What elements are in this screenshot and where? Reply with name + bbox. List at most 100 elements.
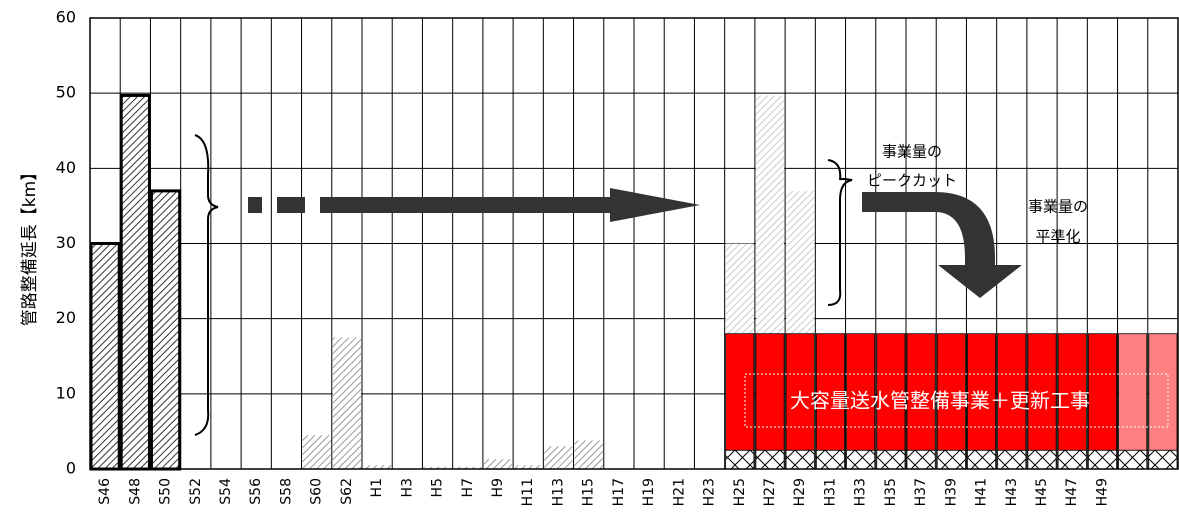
bar [725,333,755,451]
bar [755,449,785,470]
x-tick-label: S52 [188,478,204,505]
arrow-head [610,188,700,222]
x-tick-label: H33 [853,478,869,506]
bar [302,435,331,469]
bar [514,465,543,469]
y-tick-label: 30 [56,233,76,252]
x-tick-label: H47 [1064,478,1080,506]
annotation: 事業量の [882,143,942,161]
curved-arrow-head [938,265,1022,298]
x-tick-label: S60 [309,478,325,505]
bar [332,337,361,469]
bar [785,333,815,451]
y-tick-label: 60 [56,8,76,27]
bar [1057,333,1087,451]
bar [876,333,906,451]
y-tick-label: 20 [56,308,76,327]
x-tick-label: H13 [550,478,566,506]
x-tick-label: H41 [974,478,990,506]
x-tick-label: H15 [581,478,597,506]
x-tick-label: H19 [641,478,657,506]
x-tick-label: S50 [158,478,174,505]
bar [846,333,876,451]
x-tick-label: H25 [732,478,748,506]
annotation: 大容量送水管整備事業＋更新工事 [790,389,1090,413]
bar [89,242,121,471]
bar [483,459,513,469]
bar [1148,449,1178,470]
annotation: 平準化 [1035,228,1080,246]
bar [755,333,785,451]
bar [1057,449,1087,470]
x-tick-label: H49 [1094,478,1110,506]
annotation: ピークカット [867,172,957,190]
x-tick-label: H43 [1004,478,1020,506]
x-tick-label: S54 [218,478,234,505]
arrow-dash [248,197,262,213]
x-tick-label: H39 [943,478,959,506]
bar [815,449,845,470]
x-tick-label: H11 [520,478,536,506]
bar [1027,449,1057,470]
y-axis-label: 管路整備延長【km】 [20,164,40,326]
x-tick-label: H35 [883,478,899,506]
x-tick-label: H37 [913,478,929,506]
bar [149,189,182,471]
x-tick-label: H23 [702,478,718,506]
bar [453,466,482,469]
bar [1087,449,1117,470]
x-tick-label: H29 [792,478,808,506]
bar [785,449,815,470]
x-tick-label: H45 [1034,478,1050,506]
bar [1087,333,1117,451]
bar [725,449,755,470]
bar [1118,333,1148,451]
bar [876,449,906,470]
plot-frame [89,17,1179,470]
y-tick-label: 0 [66,459,76,478]
bar [1027,333,1057,451]
bar [815,333,845,451]
bar [997,449,1027,470]
x-tick-label: H21 [671,478,687,506]
bar [1118,449,1148,470]
y-tick-label: 50 [56,83,76,102]
bar [906,333,936,451]
y-tick-label: 40 [56,158,76,177]
bar [936,449,966,470]
x-tick-label: S46 [97,478,113,505]
x-tick-label: H7 [460,478,476,497]
x-tick-label: S56 [248,478,264,505]
x-tick-label: H5 [430,478,446,497]
bar [906,449,936,470]
x-tick-label: H27 [762,478,778,506]
bar [574,440,603,469]
annotation: 事業量の [1028,198,1088,216]
bar [846,449,876,470]
x-tick-label: H9 [490,478,506,497]
x-tick-label: S62 [339,478,355,505]
bar [119,93,151,471]
bar [997,333,1027,451]
brace [194,134,219,436]
x-tick-label: H17 [611,478,627,506]
bar [967,449,997,470]
bar [967,333,997,451]
x-tick-label: H1 [369,478,385,497]
x-tick-label: S58 [278,478,294,505]
curved-arrow [862,192,995,268]
bar [423,466,452,469]
bar [936,333,966,451]
label-box [744,373,1169,428]
x-tick-label: H31 [822,478,838,506]
y-tick-label: 10 [56,383,76,402]
bar [363,465,392,469]
arrow-dash [277,197,305,213]
bar [1148,333,1178,451]
arrow-body [320,197,612,213]
brace [827,159,853,306]
x-tick-label: S48 [127,478,143,505]
x-tick-label: H3 [399,478,415,497]
